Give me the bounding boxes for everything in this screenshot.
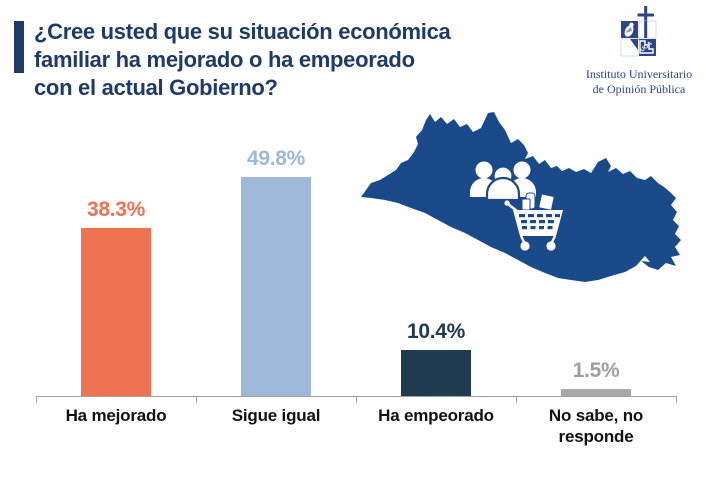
bar bbox=[81, 227, 151, 396]
bar-column: 49.8% bbox=[196, 146, 356, 396]
bar-value-label: 38.3% bbox=[86, 197, 146, 221]
axis-tick bbox=[196, 397, 197, 403]
bar bbox=[561, 389, 631, 396]
dove-icon bbox=[624, 22, 634, 37]
x-axis bbox=[36, 396, 677, 403]
institute-name-line-1: Instituto Universitario bbox=[585, 67, 693, 81]
title-line-1: ¿Cree usted que su situación económica bbox=[34, 19, 451, 44]
bar-column: 10.4% bbox=[356, 146, 516, 396]
el-salvador-map bbox=[358, 100, 704, 300]
page-title: ¿Cree usted que su situación económica f… bbox=[34, 18, 504, 102]
bar-chart-plot: 38.3% 49.8% 10.4% 1.5% bbox=[36, 146, 676, 396]
bar-value-label: 1.5% bbox=[572, 359, 620, 383]
bar-column: 38.3% bbox=[36, 146, 196, 396]
bar bbox=[241, 176, 311, 396]
title-accent-bar bbox=[14, 21, 24, 73]
logo-wedge bbox=[630, 39, 638, 50]
axis-tick bbox=[676, 397, 677, 403]
bar-value-label: 10.4% bbox=[406, 320, 466, 344]
title-line-3: con el actual Gobierno? bbox=[34, 75, 278, 100]
shopping-cart-icon bbox=[504, 192, 563, 251]
bar bbox=[401, 350, 471, 396]
title-line-2: familiar ha mejorado o ha empeorado bbox=[34, 47, 415, 72]
axis-tick bbox=[36, 397, 37, 403]
axis-tick bbox=[356, 397, 357, 403]
axis-tick bbox=[516, 397, 517, 403]
bar-column: 1.5% bbox=[516, 146, 676, 396]
institute-name: Instituto Universitario de Opinión Públi… bbox=[575, 67, 703, 97]
institute-name-line-2: de Opinión Pública bbox=[592, 82, 686, 96]
people-group-icon bbox=[470, 161, 536, 202]
category-label: Ha mejorado bbox=[65, 406, 167, 425]
bar-value-label: 49.8% bbox=[246, 146, 306, 170]
uca-logo-icon: UCA bbox=[620, 6, 657, 57]
category-label: Sigue igual bbox=[231, 406, 321, 425]
category-label: No sabe, no responde bbox=[548, 406, 644, 446]
institute-logo-block: UCA Instituto Universitario de Opinión P… bbox=[575, 6, 703, 97]
category-label: Ha empeorado bbox=[378, 406, 494, 425]
x-axis-labels: Ha mejorado Sigue igual Ha empeorado No sab… bbox=[36, 405, 676, 447]
logo-quadrants: UCA bbox=[620, 20, 657, 57]
